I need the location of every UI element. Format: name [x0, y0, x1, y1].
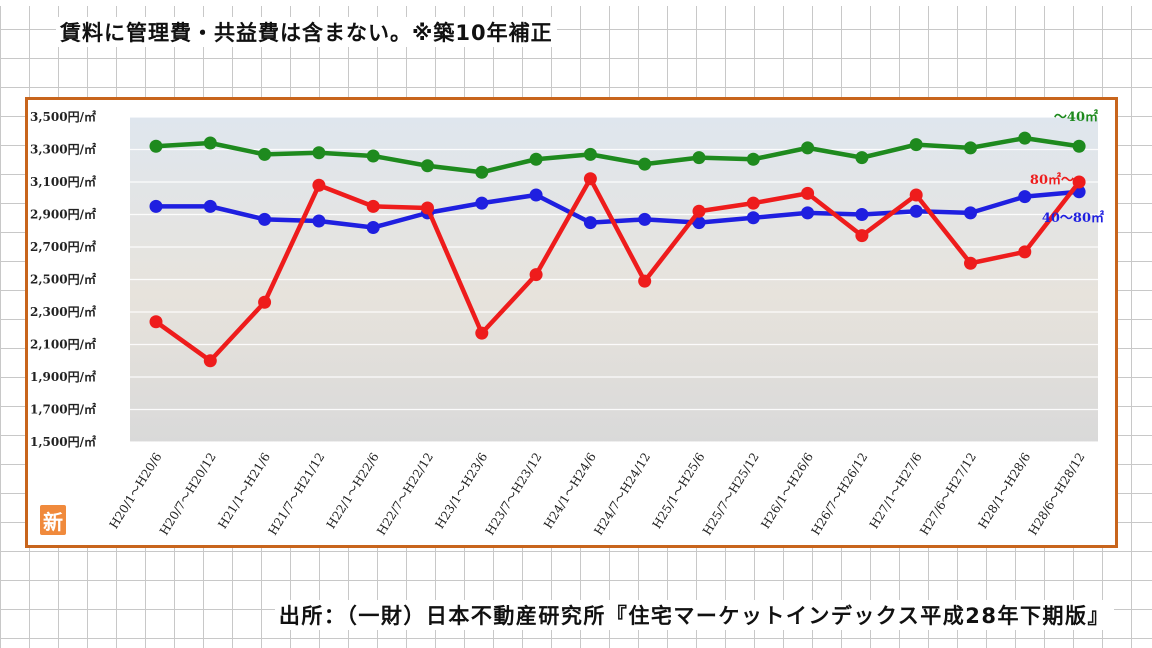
data-point [801, 206, 815, 220]
data-point [855, 208, 869, 221]
x-tick-label: H25/1～H25/6 [650, 450, 708, 531]
data-point [1018, 131, 1032, 145]
y-tick-label: 1,500円/㎡ [30, 434, 96, 449]
x-tick-label: H20/7～H20/12 [157, 450, 219, 538]
x-tick-label: H22/7～H22/12 [374, 450, 436, 538]
new-badge: 新 [40, 505, 66, 535]
x-tick-label: H27/1～H27/6 [867, 450, 925, 531]
data-point [746, 152, 760, 166]
series-label: 40～80㎡ [1042, 210, 1104, 226]
x-tick-label: H23/7～H23/12 [483, 450, 545, 538]
y-tick-label: 2,700円/㎡ [30, 239, 96, 254]
data-point [1018, 190, 1032, 204]
x-tick-label: H26/1～H26/6 [758, 450, 816, 531]
x-tick-label: H23/1～H23/6 [432, 450, 490, 531]
data-point [529, 152, 543, 166]
data-point [203, 199, 217, 213]
x-tick-label: H28/6～H28/12 [1026, 450, 1088, 538]
data-point [475, 196, 489, 210]
x-tick-label: H20/1～H20/6 [107, 450, 165, 531]
x-tick-label: H27/6～H27/12 [917, 450, 979, 538]
data-point [258, 147, 272, 161]
x-tick-label: H25/7～H25/12 [700, 450, 762, 538]
data-point [312, 146, 326, 160]
data-point [964, 206, 977, 220]
data-point [583, 147, 597, 161]
x-tick-label: H21/7～H21/12 [266, 450, 328, 538]
series-label: 80㎡～ [1030, 172, 1074, 188]
data-point [366, 149, 380, 163]
data-point [909, 138, 923, 152]
data-point [583, 216, 597, 230]
series-line [155, 135, 1080, 175]
data-point [529, 188, 543, 202]
data-point [692, 204, 706, 218]
y-tick-label: 2,900円/㎡ [30, 207, 96, 222]
data-point [475, 165, 489, 179]
data-point [909, 188, 923, 202]
series-label: ～40㎡ [1054, 109, 1098, 125]
data-point [1072, 139, 1086, 153]
data-point [529, 268, 543, 282]
data-point [964, 141, 977, 155]
data-point [421, 159, 434, 173]
x-tick-label: H24/1～H24/6 [541, 450, 599, 531]
data-point [312, 178, 326, 192]
data-point [801, 186, 815, 200]
y-tick-label: 1,700円/㎡ [30, 402, 96, 417]
x-tick-label: H24/7～H24/12 [591, 450, 653, 538]
data-point [258, 212, 272, 226]
data-point [366, 199, 380, 213]
source-citation: 出所：（一財）日本不動産研究所『住宅マーケットインデックス平成28年下期版』 [274, 600, 1114, 630]
series-line [156, 189, 1080, 230]
data-point [475, 326, 489, 340]
data-point [203, 136, 217, 150]
data-point [366, 221, 380, 234]
x-tick-label: H22/1～H22/6 [324, 450, 382, 531]
y-tick-label: 2,500円/㎡ [30, 272, 96, 287]
series-line [154, 176, 1081, 363]
x-tick-label: H21/1～H21/6 [215, 450, 273, 531]
y-tick-label: 3,300円/㎡ [30, 142, 96, 157]
data-point [746, 211, 760, 225]
chart-note: 賃料に管理費・共益費は含まない。※築10年補正 [56, 17, 557, 47]
x-tick-label: H28/1～H28/6 [975, 450, 1033, 531]
y-tick-label: 2,100円/㎡ [30, 337, 96, 352]
data-point [1072, 175, 1086, 189]
data-point [203, 354, 217, 368]
data-point [692, 216, 706, 230]
data-point [909, 204, 923, 218]
data-point [421, 201, 434, 215]
data-point [149, 199, 163, 213]
y-tick-label: 3,100円/㎡ [30, 174, 96, 189]
data-point [746, 196, 760, 210]
x-tick-label: H26/7～H26/12 [809, 450, 871, 538]
data-point [638, 212, 652, 226]
data-point [312, 214, 326, 228]
y-tick-label: 1,900円/㎡ [30, 369, 96, 384]
data-point [964, 256, 977, 270]
data-point [149, 315, 163, 329]
data-point [638, 157, 652, 171]
data-point [855, 229, 869, 243]
data-point [258, 295, 272, 309]
data-point [149, 139, 163, 153]
data-point [638, 274, 652, 288]
data-point [855, 151, 869, 165]
y-tick-label: 3,500円/㎡ [30, 109, 96, 124]
y-tick-label: 2,300円/㎡ [30, 304, 96, 319]
data-point [801, 141, 815, 155]
data-point [583, 172, 597, 186]
data-point [1018, 245, 1032, 259]
data-point [692, 151, 706, 165]
